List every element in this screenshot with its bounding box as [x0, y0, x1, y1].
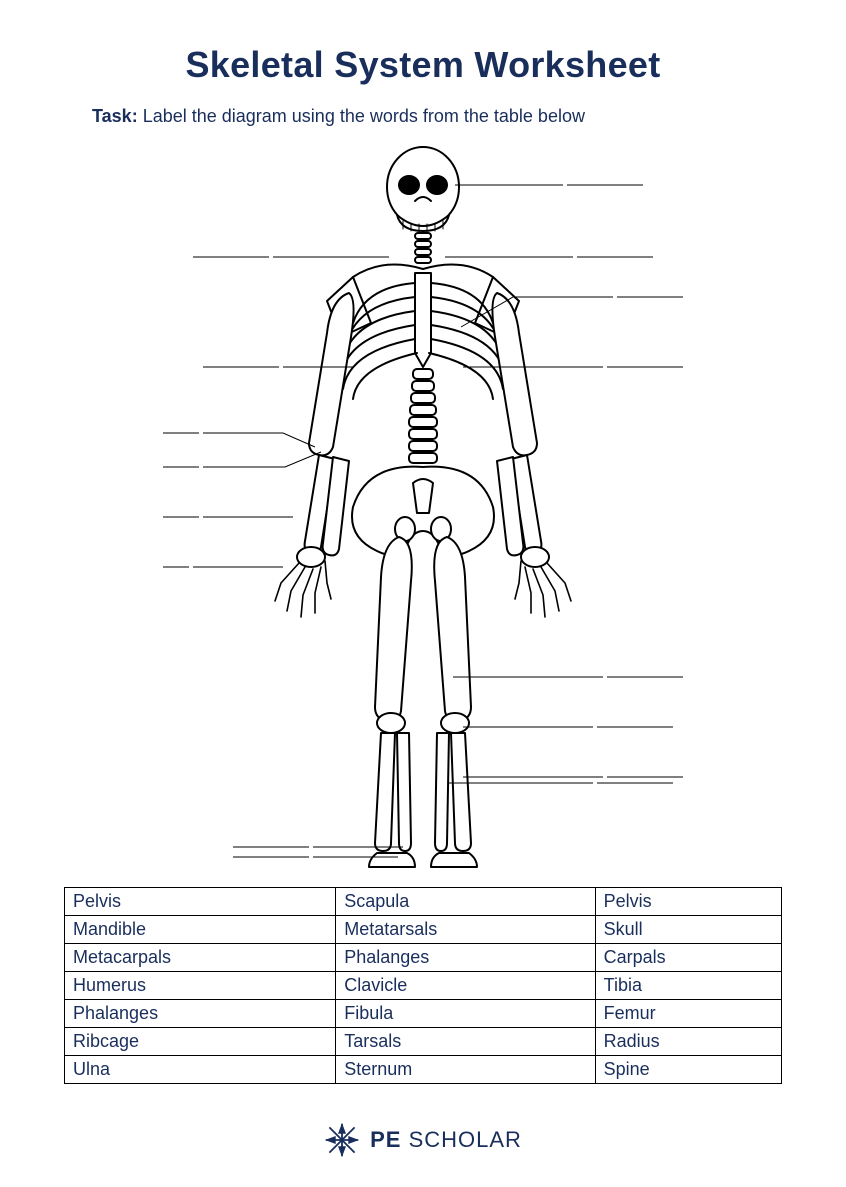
footer: PE SCHOLAR	[0, 1122, 846, 1163]
table-cell: Tarsals	[336, 1028, 595, 1056]
brand-icon	[324, 1122, 360, 1158]
table-cell: Skull	[595, 916, 781, 944]
table-row: PhalangesFibulaFemur	[65, 1000, 782, 1028]
table-cell: Radius	[595, 1028, 781, 1056]
table-cell: Phalanges	[336, 944, 595, 972]
table-cell: Ulna	[65, 1056, 336, 1084]
table-row: UlnaSternumSpine	[65, 1056, 782, 1084]
table-cell: Metacarpals	[65, 944, 336, 972]
table-cell: Pelvis	[595, 888, 781, 916]
table-cell: Spine	[595, 1056, 781, 1084]
brand: PE SCHOLAR	[324, 1122, 522, 1158]
skeleton-svg	[163, 137, 683, 877]
table-row: PelvisScapulaPelvis	[65, 888, 782, 916]
table-cell: Fibula	[336, 1000, 595, 1028]
table-cell: Metatarsals	[336, 916, 595, 944]
task-line: Task: Label the diagram using the words …	[92, 106, 782, 127]
brand-bold: PE	[370, 1127, 401, 1152]
table-row: MetacarpalsPhalangesCarpals	[65, 944, 782, 972]
table-cell: Pelvis	[65, 888, 336, 916]
table-row: MandibleMetatarsalsSkull	[65, 916, 782, 944]
table-cell: Phalanges	[65, 1000, 336, 1028]
word-bank-table: PelvisScapulaPelvisMandibleMetatarsalsSk…	[64, 887, 782, 1084]
table-cell: Carpals	[595, 944, 781, 972]
table-cell: Mandible	[65, 916, 336, 944]
page-title: Skeletal System Worksheet	[64, 44, 782, 86]
table-cell: Scapula	[336, 888, 595, 916]
table-cell: Tibia	[595, 972, 781, 1000]
table-cell: Sternum	[336, 1056, 595, 1084]
table-row: RibcageTarsalsRadius	[65, 1028, 782, 1056]
table-cell: Humerus	[65, 972, 336, 1000]
task-text: Label the diagram using the words from t…	[143, 106, 585, 126]
skeleton-diagram	[163, 137, 683, 877]
brand-light: SCHOLAR	[409, 1127, 522, 1152]
table-cell: Clavicle	[336, 972, 595, 1000]
table-cell: Femur	[595, 1000, 781, 1028]
table-row: HumerusClavicleTibia	[65, 972, 782, 1000]
task-label: Task:	[92, 106, 138, 126]
table-cell: Ribcage	[65, 1028, 336, 1056]
